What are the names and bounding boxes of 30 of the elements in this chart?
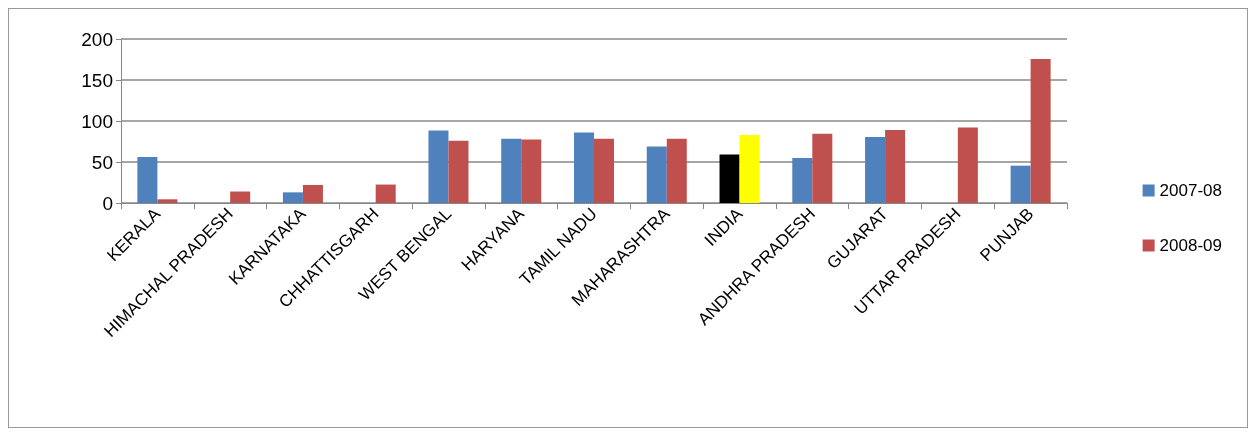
bar — [137, 157, 158, 203]
bar — [282, 192, 303, 203]
bar — [719, 154, 740, 203]
y-tick-label: 50 — [91, 151, 113, 173]
bar — [1010, 165, 1031, 203]
bar — [1030, 59, 1051, 203]
bar — [594, 138, 615, 203]
bar — [230, 191, 251, 203]
bar — [302, 184, 323, 203]
bar — [865, 136, 886, 203]
y-tick-label: 100 — [81, 110, 113, 132]
bar — [428, 130, 449, 203]
legend-label: 2007-08 — [1159, 181, 1222, 200]
bar — [157, 199, 178, 203]
bar — [501, 138, 522, 203]
bar — [573, 132, 594, 203]
bar — [646, 146, 667, 203]
bar — [957, 127, 978, 203]
bar — [812, 133, 833, 203]
bar — [521, 139, 542, 203]
y-tick-label: 150 — [81, 69, 113, 91]
bar — [792, 157, 813, 203]
bar — [666, 138, 687, 203]
bar — [739, 134, 760, 203]
bar — [885, 130, 906, 203]
legend-label: 2008-09 — [1159, 236, 1222, 255]
y-tick-label: 0 — [102, 192, 113, 214]
bar — [448, 140, 469, 203]
y-tick-label: 200 — [81, 28, 113, 50]
bar — [375, 184, 396, 203]
